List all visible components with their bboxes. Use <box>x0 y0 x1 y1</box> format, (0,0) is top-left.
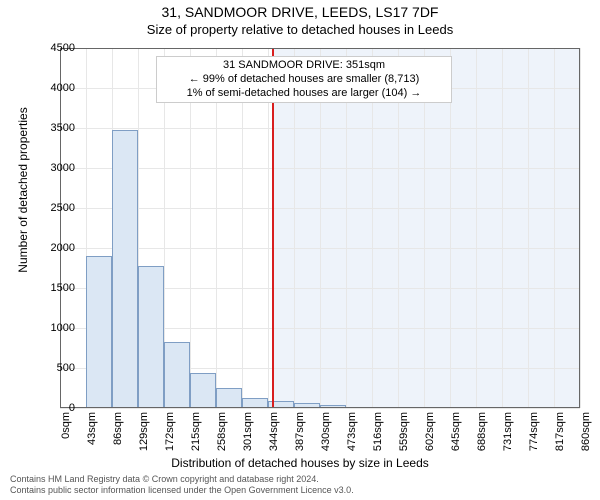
gridline-v <box>580 48 581 408</box>
xtick-label: 43sqm <box>86 412 98 472</box>
xtick-label: 344sqm <box>268 412 280 472</box>
ytick-label: 3000 <box>25 162 75 174</box>
xtick-label: 0sqm <box>60 412 72 472</box>
footer-line-2: Contains public sector information licen… <box>10 485 354 496</box>
xtick-label: 860sqm <box>580 412 592 472</box>
footer-line-1: Contains HM Land Registry data © Crown c… <box>10 474 354 485</box>
footer-attribution: Contains HM Land Registry data © Crown c… <box>10 474 354 496</box>
ytick-label: 2000 <box>25 242 75 254</box>
ytick-label: 4000 <box>25 82 75 94</box>
ytick-label: 2500 <box>25 202 75 214</box>
xtick-label: 602sqm <box>424 412 436 472</box>
ytick-label: 1500 <box>25 282 75 294</box>
xtick-label: 516sqm <box>372 412 384 472</box>
xtick-label: 387sqm <box>294 412 306 472</box>
y-axis-label: Number of detached properties <box>16 60 30 320</box>
xtick-label: 688sqm <box>476 412 488 472</box>
xtick-label: 645sqm <box>450 412 462 472</box>
ytick-label: 500 <box>25 362 75 374</box>
plot-border <box>60 48 580 408</box>
xtick-label: 473sqm <box>346 412 358 472</box>
xtick-label: 301sqm <box>242 412 254 472</box>
ytick-label: 3500 <box>25 122 75 134</box>
ytick-label: 1000 <box>25 322 75 334</box>
ytick-label: 4500 <box>25 42 75 54</box>
xtick-label: 258sqm <box>216 412 228 472</box>
xtick-label: 129sqm <box>138 412 150 472</box>
xtick-label: 172sqm <box>164 412 176 472</box>
xtick-label: 86sqm <box>112 412 124 472</box>
chart-title-main: 31, SANDMOOR DRIVE, LEEDS, LS17 7DF <box>0 4 600 20</box>
xtick-label: 430sqm <box>320 412 332 472</box>
chart-title-sub: Size of property relative to detached ho… <box>0 22 600 37</box>
xtick-label: 559sqm <box>398 412 410 472</box>
xtick-label: 774sqm <box>528 412 540 472</box>
xtick-label: 817sqm <box>554 412 566 472</box>
xtick-label: 215sqm <box>190 412 202 472</box>
gridline-h <box>60 408 580 409</box>
xtick-label: 731sqm <box>502 412 514 472</box>
plot-area: 31 SANDMOOR DRIVE: 351sqm← 99% of detach… <box>60 48 580 408</box>
chart-container: 31, SANDMOOR DRIVE, LEEDS, LS17 7DF Size… <box>0 0 600 500</box>
